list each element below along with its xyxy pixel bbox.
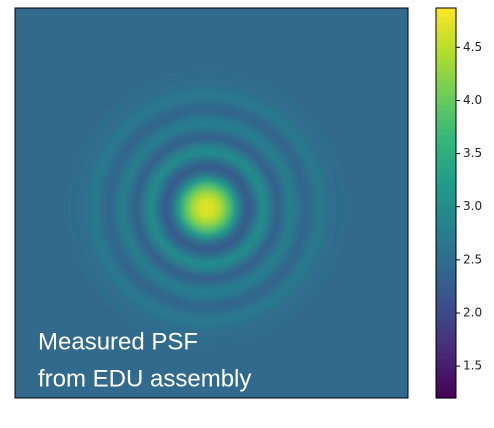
colorbar-cell — [436, 330, 456, 335]
colorbar-cell — [436, 91, 456, 96]
colorbar-cell — [436, 364, 456, 369]
colorbar-cell — [436, 198, 456, 203]
colorbar-cell — [436, 37, 456, 42]
colorbar-cell — [436, 305, 456, 310]
colorbar-cell — [436, 354, 456, 359]
y-tick-label: 3.5 — [463, 146, 482, 160]
colorbar-cell — [436, 71, 456, 76]
colorbar-cell — [436, 81, 456, 86]
colorbar-cell — [436, 135, 456, 140]
colorbar-cell — [436, 218, 456, 223]
colorbar-cell — [436, 159, 456, 164]
psf — [0, 0, 430, 420]
colorbar-cell — [436, 232, 456, 237]
colorbar-cell — [436, 359, 456, 364]
colorbar-cell — [436, 344, 456, 349]
chart: Measured PSF from EDU assembly 1.5 2.0 2.5… — [0, 0, 494, 424]
colorbar-cell — [436, 179, 456, 184]
colorbar-cell — [436, 13, 456, 18]
colorbar-cell — [436, 193, 456, 198]
colorbar-cell — [436, 223, 456, 228]
image — [0, 0, 430, 420]
colorbar-cell — [436, 335, 456, 340]
colorbar-cell — [436, 169, 456, 174]
colorbar-cell — [436, 369, 456, 374]
colorbar-cell — [436, 149, 456, 154]
colorbar-cell — [436, 237, 456, 242]
colorbar: 1.5 2.0 2.5 3.0 3.5 4.0 4.5 — [436, 8, 482, 399]
colorbar-cell — [436, 106, 456, 111]
colorbar-cell — [436, 349, 456, 354]
colorbar-cell — [436, 252, 456, 257]
colorbar-cell — [436, 374, 456, 379]
y-tick-label: 1.5 — [463, 359, 482, 373]
colorbar-cell — [436, 325, 456, 330]
colorbar-cell — [436, 340, 456, 345]
colorbar-cell — [436, 271, 456, 276]
colorbar-cell — [436, 184, 456, 189]
colorbar-cell — [436, 76, 456, 81]
ring — [204, 205, 211, 212]
colorbar-cell — [436, 28, 456, 33]
colorbar-cell — [436, 145, 456, 150]
colorbar-cell — [436, 296, 456, 301]
colorbar-cell — [436, 110, 456, 115]
y-tick-label: 2.5 — [463, 252, 482, 266]
colorbar-cell — [436, 315, 456, 320]
colorbar-cell — [436, 57, 456, 62]
colorbar-cell — [436, 291, 456, 296]
colorbar-cell — [436, 42, 456, 47]
colorbar-cell — [436, 8, 456, 13]
colorbar-cell — [436, 188, 456, 193]
colorbar-cell — [436, 281, 456, 286]
y-tick-label: 2.0 — [463, 305, 482, 319]
colorbar-cell — [436, 242, 456, 247]
colorbar-cell — [436, 310, 456, 315]
colorbar-cell — [436, 262, 456, 267]
colorbar-cell — [436, 96, 456, 101]
colorbar-cell — [436, 154, 456, 159]
colorbar-cell — [436, 101, 456, 106]
colorbar-cell — [436, 164, 456, 169]
colorbar-cell — [436, 115, 456, 120]
colorbar-cell — [436, 86, 456, 91]
colorbar-cell — [436, 52, 456, 57]
colorbar-cell — [436, 276, 456, 281]
colorbar-cell — [436, 62, 456, 67]
colorbar-cell — [436, 47, 456, 52]
colorbar-cell — [436, 379, 456, 384]
colorbar-cell — [436, 125, 456, 130]
colorbar-cell — [436, 388, 456, 393]
y-tick-label: 3.0 — [463, 199, 482, 213]
colorbar-cell — [436, 208, 456, 213]
colorbar-cell — [436, 301, 456, 306]
colorbar-cell — [436, 227, 456, 232]
colorbar-cell — [436, 174, 456, 179]
colorbar-cell — [436, 257, 456, 262]
colorbar-cell — [436, 203, 456, 208]
colorbar-cell — [436, 23, 456, 28]
colorbar-cell — [436, 67, 456, 72]
colorbar-cell — [436, 140, 456, 145]
y-tick-label: 4.0 — [463, 93, 482, 107]
colorbar-cell — [436, 130, 456, 135]
colorbar-cell — [436, 247, 456, 252]
colorbar-cell — [436, 32, 456, 37]
colorbar-cell — [436, 320, 456, 325]
colorbar-cell — [436, 18, 456, 23]
colorbar-cell — [436, 383, 456, 388]
annotation: from EDU assembly — [38, 365, 251, 392]
colorbar-cell — [436, 286, 456, 291]
y-tick-label: 4.5 — [463, 40, 482, 54]
annotation: Measured PSF — [38, 328, 198, 355]
colorbar-cell — [436, 266, 456, 271]
colorbar-cell — [436, 213, 456, 218]
colorbar-cell — [436, 120, 456, 125]
